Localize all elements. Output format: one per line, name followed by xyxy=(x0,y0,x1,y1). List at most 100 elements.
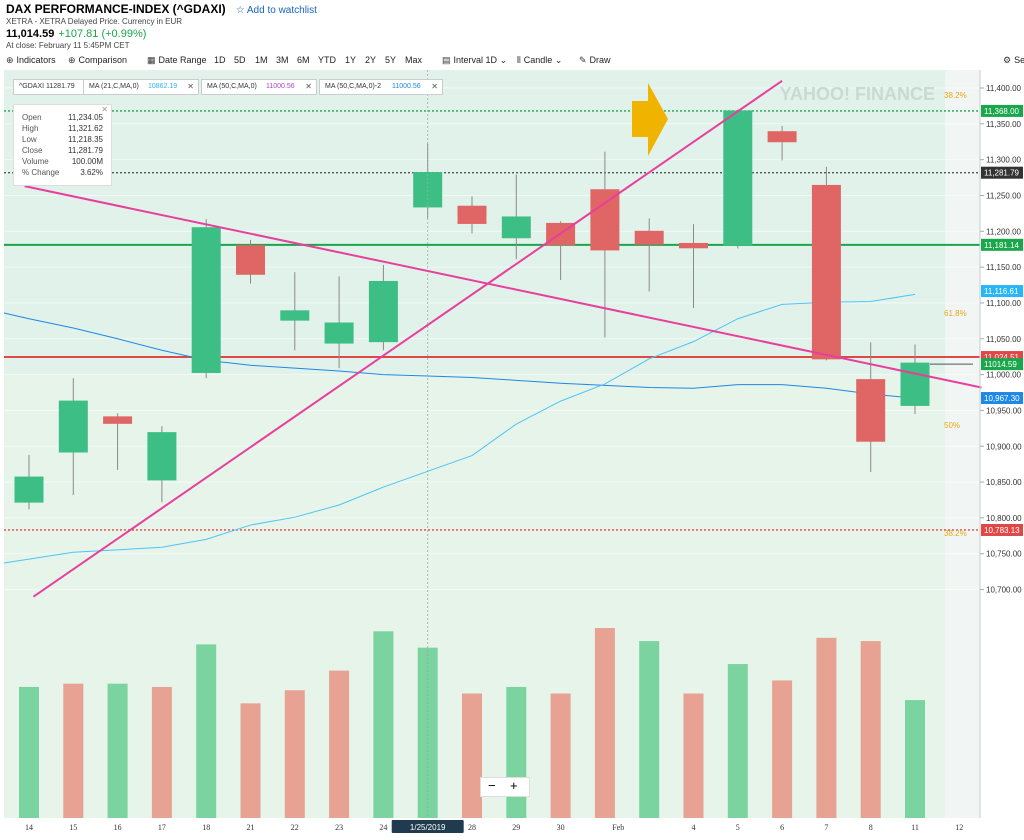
volume-bar xyxy=(417,647,438,818)
legend-ma50[interactable]: MA (50,C,MA,0) 11000.56 ✕ xyxy=(201,79,317,95)
volume-bar xyxy=(329,670,350,818)
volume-bar xyxy=(816,637,837,818)
x-tick-label: 12 xyxy=(955,823,963,832)
comparison-button[interactable]: ⊕ Comparison xyxy=(68,55,128,65)
calendar-icon: ▦ xyxy=(147,55,156,65)
candle-body xyxy=(501,216,531,239)
candle-body xyxy=(368,280,398,343)
range-5d[interactable]: 5D xyxy=(234,55,246,65)
candle-body xyxy=(900,362,930,406)
chevron-down-icon: ⌄ xyxy=(554,55,563,65)
x-tick-label: 30 xyxy=(557,823,565,832)
volume-bar xyxy=(151,686,172,818)
header: DAX PERFORMANCE-INDEX (^GDAXI) ☆ Add to w… xyxy=(6,2,317,50)
price-chart[interactable]: YAHOO! FINANCE 38.2% 61.8% 50% 38.2% 10,700.0… xyxy=(0,70,1024,840)
volume-bar xyxy=(683,693,704,818)
x-tick-label: 14 xyxy=(25,823,33,832)
x-tick-label: 23 xyxy=(335,823,343,832)
volume-bar xyxy=(506,686,527,818)
x-tick-label: 17 xyxy=(158,823,166,832)
future-area xyxy=(945,70,980,818)
zoom-in-button[interactable]: + xyxy=(510,778,518,793)
candle-body xyxy=(634,230,664,245)
x-tick-label: 8 xyxy=(869,823,873,832)
y-tick-label: 10,950.00 xyxy=(986,406,1022,415)
price-tag xyxy=(981,392,1023,405)
fib-level-label: 38.2% xyxy=(944,91,967,100)
range-1m[interactable]: 1M xyxy=(255,55,268,65)
pencil-icon: ✎ xyxy=(579,55,587,65)
ma21-line xyxy=(3,293,916,564)
ohlc-info-box: ✕ Open 11,234.05 High 11,321.62 Low 11,218.… xyxy=(13,104,112,186)
plus-circle-icon: ⊕ xyxy=(6,55,14,65)
volume-bar xyxy=(594,628,615,818)
zoom-out-button[interactable]: − xyxy=(488,778,496,793)
ma50-line xyxy=(3,312,916,399)
x-tick-label: 22 xyxy=(291,823,299,832)
range-5y[interactable]: 5Y xyxy=(385,55,397,65)
range-3m[interactable]: 3M xyxy=(276,55,289,65)
date-range-button[interactable]: ▦ Date Range xyxy=(147,55,207,65)
candle-body xyxy=(147,432,177,481)
level-tag xyxy=(981,104,1023,117)
candle-body xyxy=(236,245,265,275)
volume-bar xyxy=(284,690,305,818)
range-ytd[interactable]: YTD xyxy=(318,55,336,65)
candle-body xyxy=(590,189,620,251)
add-to-watchlist-link[interactable]: ☆ Add to watchlist xyxy=(235,5,317,16)
arrow-marker-icon xyxy=(632,83,668,156)
candle-body xyxy=(191,227,221,373)
range-1d[interactable]: 1D xyxy=(214,55,226,65)
candle-body xyxy=(457,205,487,224)
zoom-controls: − + xyxy=(480,777,530,797)
x-tick-label: 29 xyxy=(512,823,520,832)
close-icon[interactable]: ✕ xyxy=(305,82,312,91)
y-tick-label: 11,000.00 xyxy=(986,371,1022,380)
close-icon[interactable]: ✕ xyxy=(431,82,438,91)
range-max[interactable]: Max xyxy=(405,55,423,65)
x-tick-label: 11 xyxy=(911,823,919,832)
legend-ma50-2[interactable]: MA (50,C,MA,0)-2 11000.56 ✕ xyxy=(319,79,443,95)
candle-body xyxy=(679,242,708,249)
range-1y[interactable]: 1Y xyxy=(345,55,357,65)
trendline xyxy=(24,185,982,389)
crosshair-date-box xyxy=(391,820,464,833)
price-tag-label: 11014.59 xyxy=(984,360,1017,369)
candle-body xyxy=(811,184,841,360)
level-tag xyxy=(981,238,1023,251)
gear-icon: ⚙ xyxy=(1003,55,1012,65)
interval-dropdown[interactable]: ▤ Interval 1D ⌄ xyxy=(442,55,508,65)
volume-bar xyxy=(772,680,793,818)
range-6m[interactable]: 6M xyxy=(297,55,310,65)
x-tick-label: 6 xyxy=(780,823,784,832)
exchange-subtitle: XETRA - XETRA Delayed Price. Currency in… xyxy=(6,17,183,26)
price-tag-label: 11,116.61 xyxy=(984,287,1019,296)
candle-body xyxy=(413,172,443,208)
y-tick-label: 11,350.00 xyxy=(986,120,1022,129)
page-title: DAX PERFORMANCE-INDEX (^GDAXI) xyxy=(6,2,226,16)
volume-bar xyxy=(63,683,84,818)
y-tick-label: 10,900.00 xyxy=(986,442,1022,451)
close-icon[interactable]: ✕ xyxy=(101,105,108,114)
range-2y[interactable]: 2Y xyxy=(365,55,377,65)
candle-body xyxy=(58,400,88,453)
legend-ma21[interactable]: MA (21,C,MA,0) 10862.19 ✕ xyxy=(83,79,199,95)
close-icon[interactable]: ✕ xyxy=(187,82,194,91)
y-tick-label: 10,700.00 xyxy=(986,586,1022,595)
settings-button[interactable]: ⚙ Se xyxy=(1003,55,1024,65)
draw-button[interactable]: ✎ Draw xyxy=(579,55,611,65)
volume-bar xyxy=(240,703,261,818)
x-tick-label: 7 xyxy=(824,823,828,832)
y-tick-label: 10,800.00 xyxy=(986,514,1022,523)
candle-body xyxy=(14,476,44,503)
candle-dropdown[interactable]: ⫴ Candle ⌄ xyxy=(517,55,563,65)
volume-bar xyxy=(462,693,482,818)
x-tick-label: 24 xyxy=(379,823,387,832)
fib-level-label: 50% xyxy=(944,421,960,430)
y-tick-label: 11,100.00 xyxy=(986,299,1022,308)
volume-bar xyxy=(905,700,925,818)
indicators-button[interactable]: ⊕ Indicators xyxy=(6,55,56,65)
fib-level-label: 38.2% xyxy=(944,529,967,538)
candle-body xyxy=(767,131,797,143)
y-tick-label: 11,400.00 xyxy=(986,84,1022,93)
